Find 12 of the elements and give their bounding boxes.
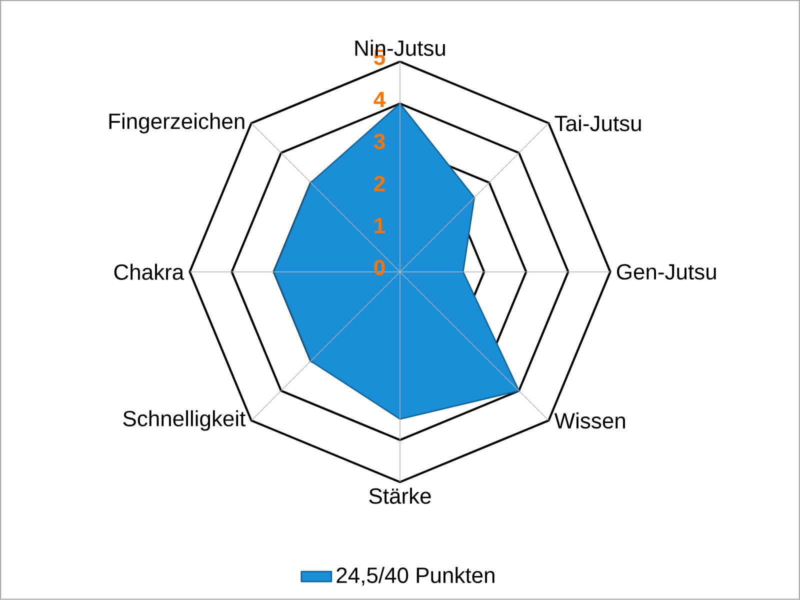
y-tick-label: 1: [374, 218, 386, 234]
spoke-label: Schnelligkeit: [123, 410, 246, 431]
y-tick-label: 2: [374, 176, 385, 192]
y-tick-label: 3: [374, 134, 385, 150]
spoke-label: Wissen: [554, 412, 625, 429]
y-tick-label: 4: [374, 92, 386, 108]
spoke-label: Stärke: [369, 488, 431, 504]
spoke-label: Fingerzeichen: [109, 113, 244, 134]
spoke-label: Chakra: [114, 264, 184, 280]
spoke-label: Gen-Jutsu: [616, 264, 716, 280]
spoke-label: Tai-Jutsu: [554, 115, 641, 132]
legend-label: 24,5/40 Punkten: [336, 567, 494, 586]
